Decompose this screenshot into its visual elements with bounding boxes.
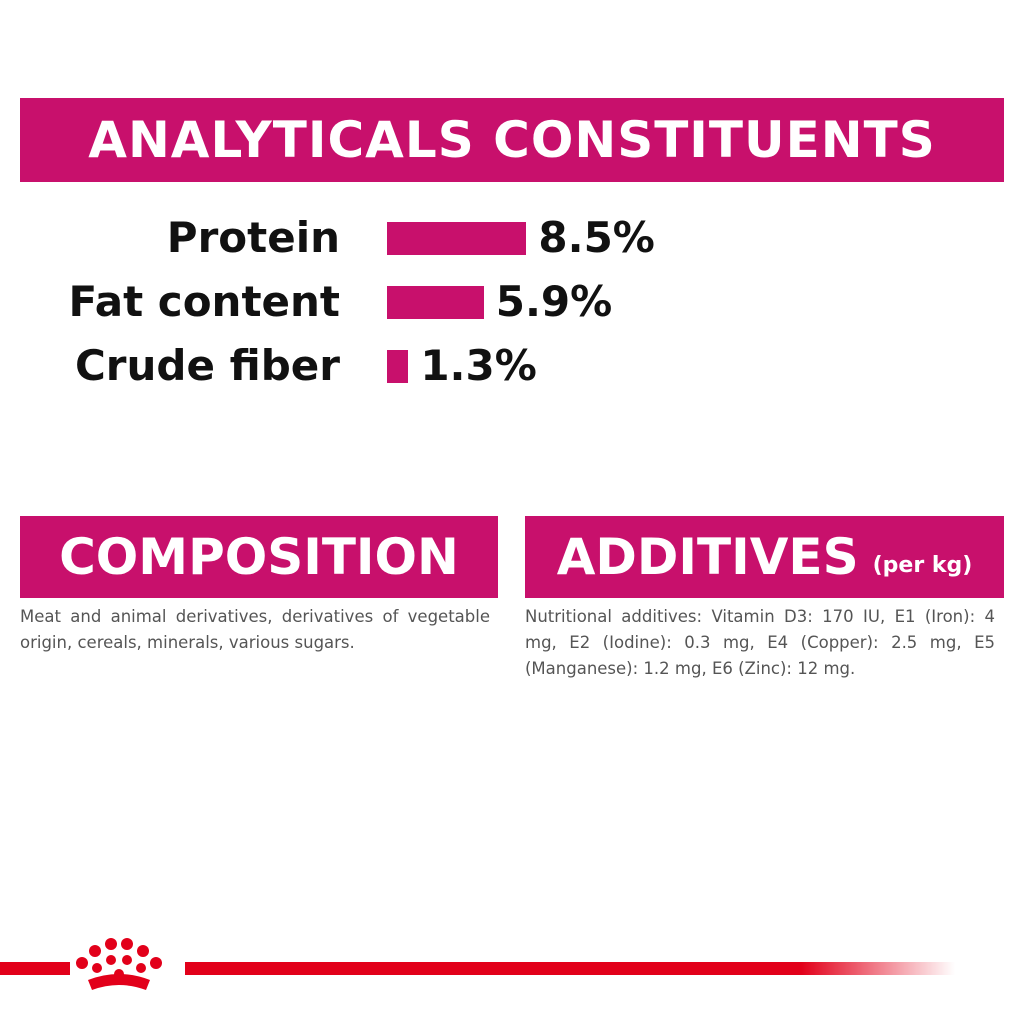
section-header: COMPOSITION <box>20 516 498 598</box>
brand-line <box>0 962 70 975</box>
bar <box>387 350 409 383</box>
crown-logo <box>76 938 162 990</box>
section-title: ADDITIVES <box>556 528 859 586</box>
value-label: 5.9% <box>495 277 613 326</box>
composition-text: Meat and animal derivatives, derivatives… <box>20 607 490 652</box>
nutrient-label: Protein <box>166 213 340 262</box>
bar <box>387 222 527 255</box>
brand-footer <box>0 938 955 990</box>
nutrient-label: Fat content <box>68 277 340 326</box>
section-subtitle: (per kg) <box>872 552 973 578</box>
brand-line <box>185 962 955 975</box>
additives-text: Nutritional additives: Vitamin D3: 170 I… <box>525 607 995 678</box>
section-header: ANALYTICALS CONSTITUENTS <box>20 98 1004 182</box>
value-label: 1.3% <box>420 341 537 390</box>
section-title: ANALYTICALS CONSTITUENTS <box>88 111 936 169</box>
nutrient-label: Crude fiber <box>74 341 340 390</box>
bar <box>387 286 484 319</box>
value-label: 8.5% <box>538 213 655 262</box>
section-header: ADDITIVES (per kg) <box>525 516 1004 598</box>
section-title: COMPOSITION <box>59 528 459 586</box>
